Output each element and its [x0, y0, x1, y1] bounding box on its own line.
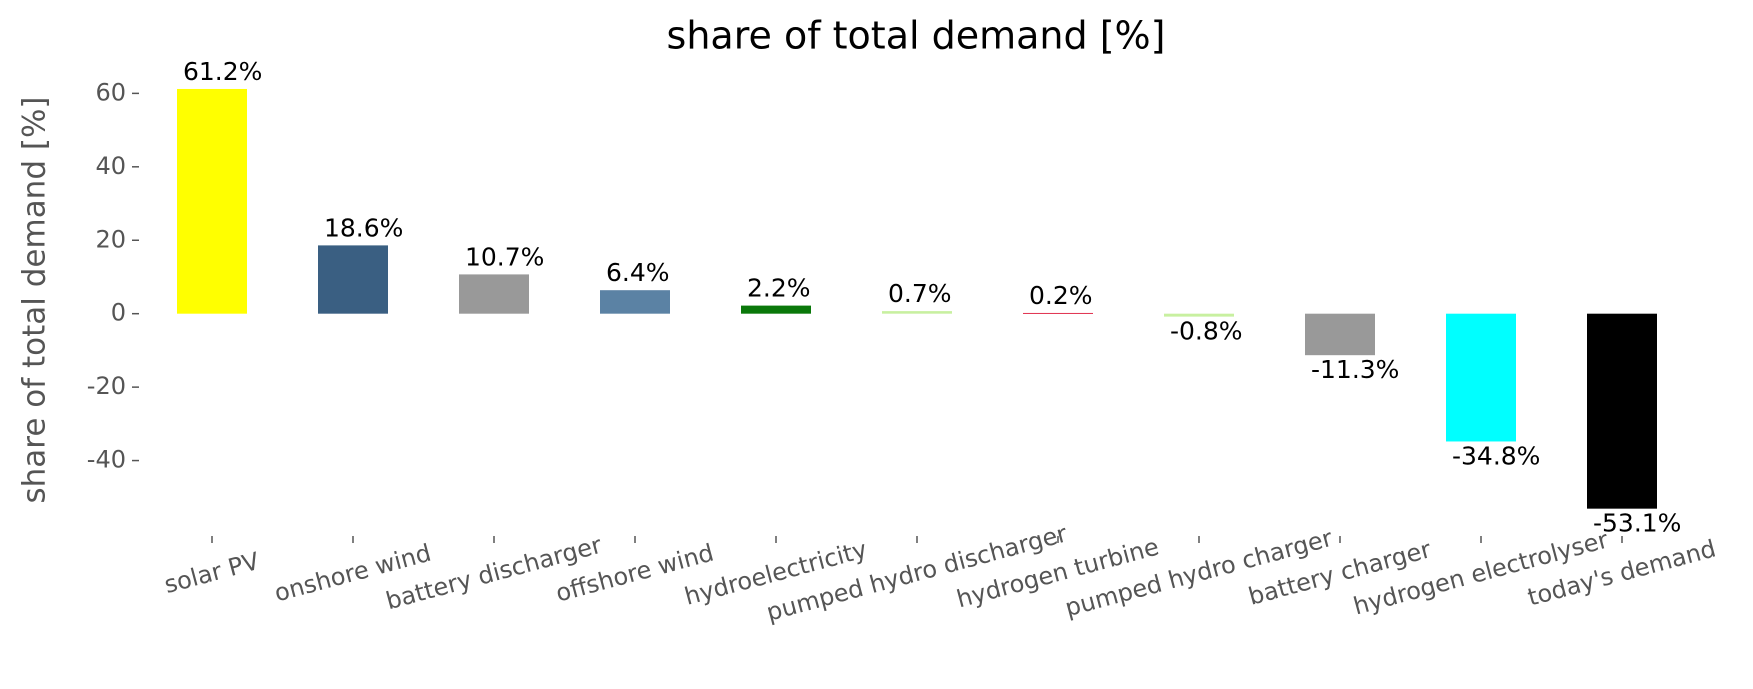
data-label: 0.2%	[1029, 281, 1093, 310]
bar	[1164, 313, 1234, 317]
y-axis-label: share of total demand [%]	[17, 96, 53, 503]
bar	[1587, 313, 1657, 509]
data-label: 0.7%	[888, 279, 952, 308]
chart-title: share of total demand [%]	[667, 14, 1166, 58]
data-label: 18.6%	[324, 213, 403, 242]
data-label: 10.7%	[465, 242, 544, 271]
y-tick-label: 20	[95, 225, 126, 253]
y-tick-label: -40	[87, 446, 126, 474]
data-label: -11.3%	[1311, 355, 1399, 384]
y-tick-label: -20	[87, 372, 126, 400]
bar	[741, 305, 811, 314]
data-label: -0.8%	[1170, 317, 1243, 346]
y-tick-label: 0	[111, 299, 126, 327]
data-label: 61.2%	[183, 57, 262, 86]
y-tick-label: 40	[95, 152, 126, 180]
data-label: 6.4%	[606, 258, 670, 287]
data-label: -53.1%	[1593, 509, 1681, 538]
data-label: 2.2%	[747, 274, 811, 303]
bar	[1305, 313, 1375, 356]
y-tick-label: 60	[95, 78, 126, 106]
bar	[177, 88, 247, 314]
data-label: -34.8%	[1452, 441, 1540, 470]
bar	[1023, 312, 1093, 314]
bar	[1446, 313, 1516, 442]
bar	[882, 311, 952, 314]
x-tick-label: solar PV	[161, 547, 262, 599]
bar	[318, 245, 388, 314]
bar	[459, 274, 529, 314]
bar	[600, 290, 670, 314]
